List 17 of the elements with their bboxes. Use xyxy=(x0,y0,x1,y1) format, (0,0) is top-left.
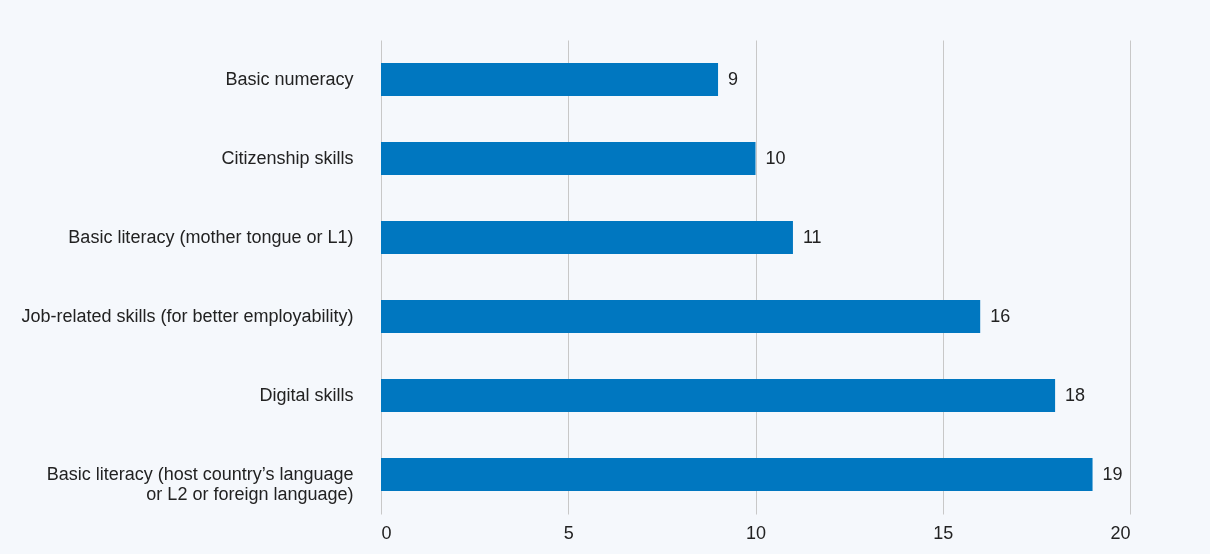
x-tick-label: 10 xyxy=(745,522,767,543)
x-tick-label: 5 xyxy=(563,522,574,543)
y-tick-label: Basic literacy (mother tongue or L1) xyxy=(68,226,354,247)
x-tick-label: 0 xyxy=(381,522,392,543)
y-tick-label: Basic literacy (host country’s language or L2 or foreign language) xyxy=(46,463,354,504)
data-label: 10 xyxy=(765,147,786,168)
y-tick-label: Citizenship skills xyxy=(221,147,354,168)
data-label: 18 xyxy=(1065,384,1086,405)
data-label: 16 xyxy=(990,305,1011,326)
x-tick-label: 15 xyxy=(933,522,954,543)
y-tick-label: Basic numeracy xyxy=(225,68,354,89)
y-tick-label: Job-related skills (for better employability) xyxy=(21,305,354,326)
data-label: 9 xyxy=(728,68,739,89)
x-tick-label: 20 xyxy=(1110,522,1131,543)
data-label: 11 xyxy=(802,226,822,247)
y-tick-label: Digital skills xyxy=(259,384,354,405)
data-label: 19 xyxy=(1102,463,1123,484)
